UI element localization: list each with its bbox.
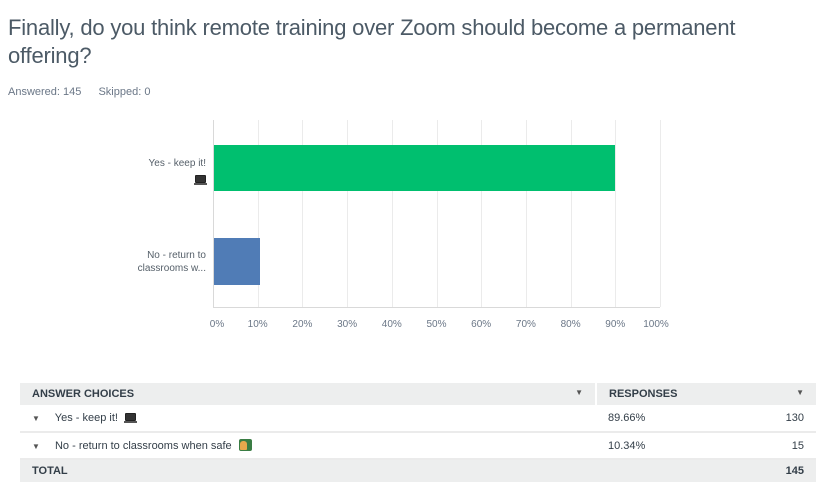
choice-label: No - return to classrooms when safe — [54, 440, 232, 452]
responses-header[interactable]: RESPONSES ▼ — [595, 383, 816, 405]
response-stats: Answered: 145 Skipped: 0 — [8, 86, 164, 98]
x-tick-label: 40% — [381, 319, 402, 330]
x-tick-label: 100% — [643, 319, 669, 330]
gridline — [257, 120, 259, 307]
table-row: ▼ Yes - keep it! 89.66% 130 — [20, 405, 816, 433]
teacher-emoji-icon — [238, 439, 252, 451]
x-axis-line — [213, 307, 660, 308]
header-label: RESPONSES — [609, 388, 678, 400]
gridline — [347, 120, 349, 307]
gridline — [391, 120, 393, 307]
category-label-yes: Yes - keep it! — [96, 157, 207, 187]
gridline — [615, 120, 617, 307]
gridline — [525, 120, 527, 307]
sort-caret-icon[interactable]: ▼ — [796, 388, 804, 397]
sort-caret-icon[interactable]: ▼ — [575, 388, 583, 397]
responses-table: ANSWER CHOICES ▼ RESPONSES ▼ ▼ Yes - kee… — [20, 383, 816, 482]
total-label: TOTAL — [20, 459, 596, 482]
x-tick-label: 20% — [292, 319, 313, 330]
header-label: ANSWER CHOICES — [32, 388, 135, 400]
count-cell: 130 — [736, 405, 816, 433]
laptop-emoji-icon — [194, 175, 207, 185]
skipped-count: Skipped: 0 — [98, 86, 151, 98]
expand-caret-icon[interactable]: ▼ — [32, 414, 40, 423]
table-header-row: ANSWER CHOICES ▼ RESPONSES ▼ — [20, 383, 816, 405]
x-tick-label: 0% — [209, 319, 225, 330]
x-tick-label: 70% — [515, 319, 536, 330]
choice-label: Yes - keep it! — [54, 412, 118, 424]
total-row: TOTAL 145 — [20, 459, 816, 482]
gridline — [436, 120, 438, 307]
x-tick-label: 30% — [337, 319, 358, 330]
bar-yes[interactable] — [214, 145, 615, 191]
choice-cell: ▼ No - return to classrooms when safe — [20, 432, 596, 460]
gridline — [660, 120, 661, 307]
question-title: Finally, do you think remote training ov… — [8, 15, 736, 68]
category-label-no: No - return to classrooms w... — [96, 249, 206, 275]
x-tick-label: 50% — [426, 319, 447, 330]
choice-cell: ▼ Yes - keep it! — [20, 405, 596, 433]
count-cell: 15 — [736, 432, 816, 460]
answered-count: Answered: 145 — [8, 86, 82, 98]
table-row: ▼ No - return to classrooms when safe 10… — [20, 432, 816, 460]
percent-cell: 89.66% — [596, 405, 736, 433]
x-tick-label: 80% — [560, 319, 581, 330]
category-label-text: Yes - keep it! — [148, 158, 206, 169]
percent-cell: 10.34% — [596, 432, 736, 460]
gridline — [302, 120, 304, 307]
category-label-text: No - return to classrooms w... — [137, 250, 206, 274]
x-tick-label: 90% — [605, 319, 626, 330]
laptop-emoji-icon — [124, 413, 138, 423]
y-axis-line — [213, 120, 214, 308]
x-tick-label: 60% — [471, 319, 492, 330]
gridline — [570, 120, 572, 307]
expand-caret-icon[interactable]: ▼ — [32, 442, 40, 451]
answer-choices-header[interactable]: ANSWER CHOICES ▼ — [20, 383, 596, 405]
total-count: 145 — [736, 459, 816, 482]
x-tick-label: 10% — [247, 319, 268, 330]
bar-no[interactable] — [214, 238, 261, 285]
total-spacer — [596, 459, 736, 482]
gridline — [481, 120, 483, 307]
